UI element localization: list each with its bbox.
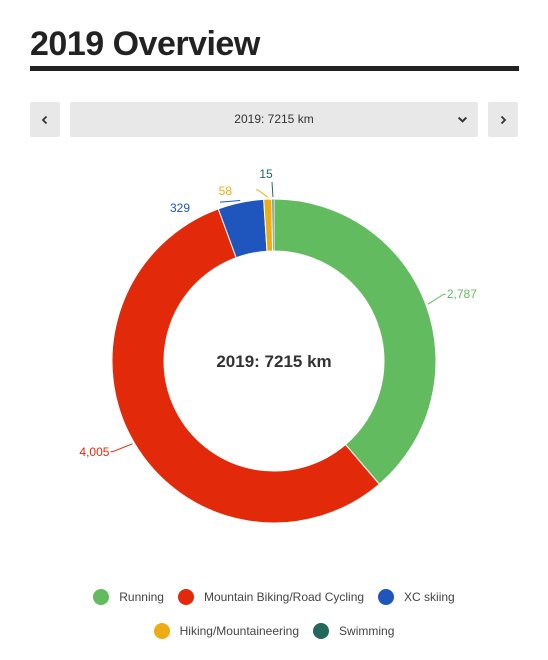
previous-year-button[interactable] bbox=[30, 102, 60, 137]
legend-item-running[interactable]: Running bbox=[93, 589, 164, 605]
legend-label: Mountain Biking/Road Cycling bbox=[203, 590, 365, 604]
year-select-value: 2019: 7215 km bbox=[234, 112, 314, 126]
year-select[interactable]: 2019: 7215 km bbox=[70, 102, 478, 137]
legend-item-hiking-mountaineering[interactable]: Hiking/Mountaineering bbox=[153, 623, 300, 639]
leader-line bbox=[110, 443, 133, 453]
data-label: 15 bbox=[259, 167, 273, 181]
next-year-button[interactable] bbox=[488, 102, 518, 137]
chevron-right-icon bbox=[500, 115, 507, 124]
legend-item-swimming[interactable]: Swimming bbox=[313, 623, 394, 639]
legend-label: Running bbox=[119, 590, 164, 604]
page-title: 2019 Overview bbox=[30, 25, 260, 63]
data-label: 4,005 bbox=[79, 445, 109, 459]
center-label: 2019: 7215 km bbox=[216, 352, 331, 371]
leader-line bbox=[220, 200, 241, 203]
data-label: 329 bbox=[170, 201, 190, 215]
legend-label: Hiking/Mountaineering bbox=[179, 624, 300, 638]
donut-slice-running[interactable] bbox=[273, 198, 437, 485]
legend-label: Swimming bbox=[339, 624, 395, 638]
donut-slice-swimming[interactable] bbox=[271, 198, 275, 252]
legend-swatch bbox=[378, 589, 395, 605]
title-underline bbox=[30, 66, 519, 71]
data-label: 2,787 bbox=[447, 287, 477, 301]
donut-slice-mountain-biking-road-cycling[interactable] bbox=[111, 208, 380, 524]
donut-chart: 2,787 4,005 329 58 15 2019: 7215 km bbox=[79, 167, 477, 524]
legend-swatch bbox=[313, 623, 330, 639]
legend-row: Running Mountain Biking/Road Cycling XC sk… bbox=[0, 580, 548, 614]
legend-row: Hiking/Mountaineering Swimming bbox=[0, 614, 548, 648]
leader-line bbox=[427, 293, 446, 305]
legend-item-xc-skiing[interactable]: XC skiing bbox=[378, 589, 455, 605]
data-label: 58 bbox=[219, 184, 233, 198]
legend-swatch bbox=[93, 589, 110, 605]
legend-label: XC skiing bbox=[404, 590, 455, 604]
chevron-left-icon bbox=[41, 115, 48, 124]
chart-legend: Running Mountain Biking/Road Cycling XC sk… bbox=[0, 580, 548, 648]
leader-line bbox=[271, 181, 274, 198]
legend-swatch bbox=[177, 589, 194, 605]
chevron-down-icon bbox=[457, 116, 468, 123]
legend-swatch bbox=[153, 623, 170, 639]
legend-item-mountain-biking-road-cycling[interactable]: Mountain Biking/Road Cycling bbox=[177, 589, 365, 605]
leader-line bbox=[256, 189, 268, 198]
